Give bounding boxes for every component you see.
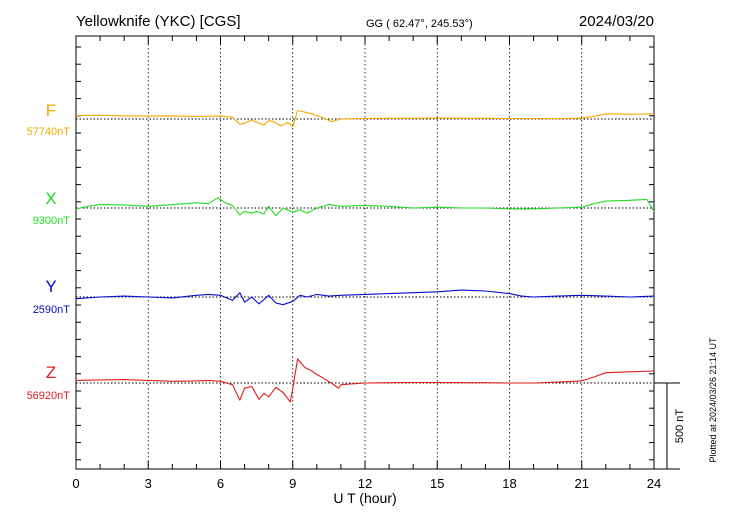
series-name-x: X [45, 189, 56, 208]
x-tick-label: 21 [575, 476, 589, 491]
x-tick-label: 24 [647, 476, 661, 491]
trace-f [75, 109, 655, 128]
plotted-at-note: Plotted at 2024/03/26 21:14 UT [708, 337, 718, 463]
trace-z [75, 358, 655, 403]
baseline-label-f: 57740nT [27, 126, 71, 138]
scale-bar: 500 nT [654, 382, 686, 470]
grid-lines [147, 36, 583, 469]
station-title: Yellowknife (YKC) [CGS] [76, 13, 241, 30]
series-labels: F 57740nT X 9300nT Y 2590nT Z 56920nT [27, 101, 71, 402]
x-tick-label: 15 [430, 476, 444, 491]
trace-y [75, 289, 655, 306]
x-tick-label: 12 [358, 476, 372, 491]
plot-date: 2024/03/20 [579, 13, 654, 30]
x-tick-labels: 0 3 6 9 12 15 18 21 24 [72, 476, 661, 491]
x-tick-label: 9 [289, 476, 296, 491]
series-name-y: Y [45, 277, 56, 296]
baselines [76, 118, 654, 384]
x-axis-label: U T (hour) [333, 490, 396, 506]
x-tick-label: 3 [145, 476, 152, 491]
station-coords: GG ( 62.47°, 245.53°) [366, 18, 473, 30]
baseline-label-x: 9300nT [33, 215, 71, 227]
trace-x [75, 197, 655, 217]
scale-bar-label: 500 nT [674, 409, 686, 444]
axis-ticks [75, 36, 655, 469]
series-name-z: Z [46, 363, 56, 382]
traces [75, 109, 655, 403]
series-name-f: F [46, 101, 56, 120]
x-tick-label: 18 [502, 476, 516, 491]
x-tick-label: 0 [72, 476, 79, 491]
baseline-label-z: 56920nT [27, 390, 71, 402]
x-tick-label: 6 [217, 476, 224, 491]
baseline-label-y: 2590nT [33, 304, 71, 316]
